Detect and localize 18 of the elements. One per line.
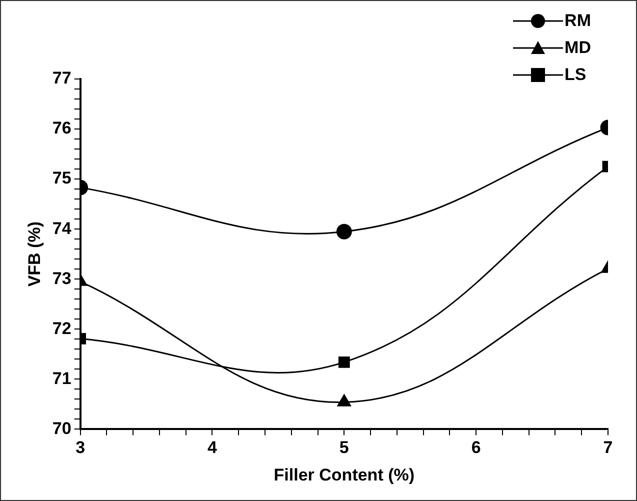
x-tick-label: 6 (471, 438, 481, 458)
y-tick-label: 73 (52, 268, 72, 288)
legend-label: LS (564, 64, 586, 84)
x-tick-label: 3 (76, 438, 86, 458)
y-tick-label: 75 (52, 168, 72, 188)
x-axis-title: Filler Content (%) (274, 465, 415, 484)
x-tick-label: 4 (208, 438, 218, 458)
y-tick-label: 76 (52, 118, 72, 138)
y-tick-label: 71 (52, 368, 72, 388)
y-tick-label: 77 (52, 68, 72, 88)
y-tick-label: 70 (52, 418, 72, 438)
x-tick-label: 7 (603, 438, 613, 458)
legend-label: RM (564, 10, 591, 30)
y-axis-title: VFB (%) (24, 222, 44, 287)
x-tick-label: 5 (339, 438, 349, 458)
y-tick-label: 74 (52, 218, 72, 238)
y-tick-label: 72 (52, 318, 72, 338)
legend-label: MD (564, 38, 591, 58)
